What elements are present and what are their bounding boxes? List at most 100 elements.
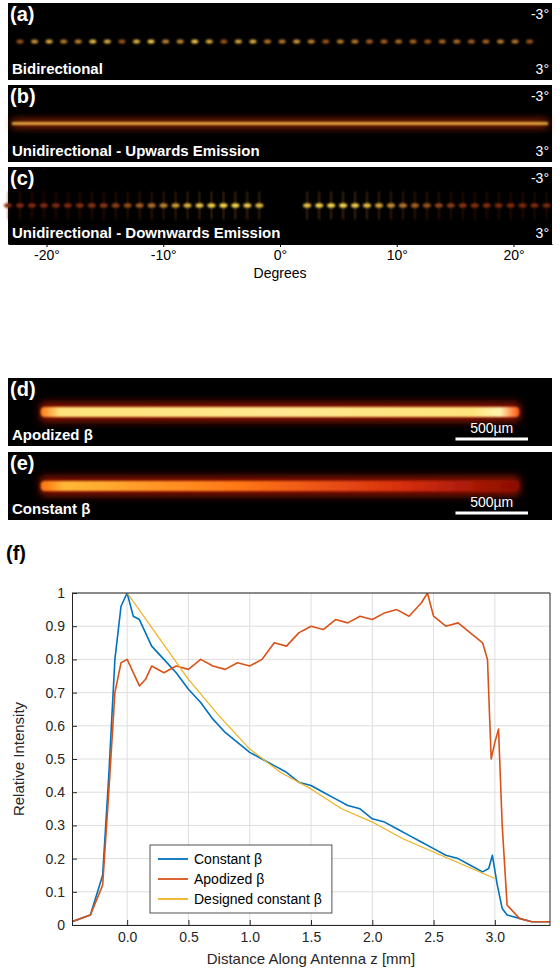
glow-spot [439, 40, 446, 44]
glow-spot [482, 40, 489, 44]
y-tick-label: 3° [536, 225, 549, 241]
frame-line [550, 593, 551, 925]
y-tick-mark [72, 693, 77, 694]
y-tick: 0.2 [46, 851, 77, 867]
glow-spot [519, 203, 527, 207]
y-tick: 0.9 [46, 618, 77, 634]
x-tick-label: 1.0 [240, 929, 260, 945]
x-tick: 20° [503, 244, 524, 263]
panel-label: (f) [6, 542, 26, 564]
legend-label: Constant β [194, 851, 262, 867]
glow-spot [399, 203, 407, 207]
glow-spot [31, 40, 38, 44]
y-tick-label: 0.9 [46, 618, 66, 634]
y-tick-mark [72, 925, 77, 926]
y-tick-label: 0.1 [46, 884, 66, 900]
y-tick: 0.6 [46, 718, 77, 734]
y-tick-label: 0.8 [46, 651, 66, 667]
legend-swatch [158, 898, 188, 900]
glow-spot [17, 40, 24, 44]
y-grid-line [72, 792, 550, 793]
legend-entry: Designed constant β [158, 891, 322, 907]
glow-spot [46, 40, 53, 44]
glow-spot [483, 203, 491, 207]
glow-spot [76, 203, 84, 207]
glow-spot [410, 40, 417, 44]
panel-label: (a) [10, 3, 34, 25]
x-tick-label: 0° [274, 247, 287, 263]
y-tick-mark [72, 593, 77, 594]
x-tick: -20° [34, 244, 60, 263]
glow-spot [4, 203, 12, 207]
panel-label: (e) [10, 452, 34, 474]
y-tick-label: 0.3 [46, 817, 66, 833]
x-tick: 0° [274, 244, 287, 263]
panel-subtitle: Unidirectional - Downwards Emission [12, 224, 280, 241]
glow-spot [435, 203, 443, 207]
y-tick-label: 0.7 [46, 685, 66, 701]
y-tick-label: 0.5 [46, 751, 66, 767]
glow-spot [531, 203, 539, 207]
glow-spot [40, 203, 48, 207]
glow-spot [207, 203, 215, 207]
glow-spot [293, 40, 300, 44]
x-tick: 1.0 [240, 920, 260, 945]
y-tick-mark [72, 726, 77, 727]
y-tick-label: -3° [531, 6, 549, 22]
y-tick-label: 3° [536, 143, 549, 159]
y-tick-label: 3° [536, 61, 549, 77]
glow-spot [249, 40, 256, 44]
x-tick: 2.5 [424, 920, 444, 945]
glow-spot [133, 40, 140, 44]
y-tick: 1 [57, 585, 77, 601]
x-tick-label: -20° [34, 247, 60, 263]
glow-spot [124, 203, 132, 207]
glow-spot [468, 40, 475, 44]
image-background [8, 378, 552, 446]
x-axis-title: Distance Along Antenna z [mm] [207, 950, 415, 967]
legend-swatch [158, 878, 188, 880]
y-tick-label: 0 [57, 917, 65, 933]
x-tick-label: 20° [503, 247, 524, 263]
scale-bar-label: 500µm [470, 494, 513, 510]
glow-spot [184, 203, 192, 207]
x-tick: -10° [151, 244, 177, 263]
glow-spot [177, 40, 184, 44]
image-background [8, 85, 552, 162]
glow-spot [160, 203, 168, 207]
x-tick-mark [250, 920, 251, 925]
glow-line [12, 121, 548, 127]
glow-spot [447, 203, 455, 207]
y-tick: 0.4 [46, 784, 77, 800]
glow-spot [206, 40, 213, 44]
x-tick-mark [495, 920, 496, 925]
glow-spot [543, 203, 551, 207]
glow-spot [162, 40, 169, 44]
glow-spot [507, 203, 515, 207]
glow-pattern [4, 192, 551, 220]
y-grid-line [72, 692, 550, 693]
frame-line [72, 593, 550, 594]
x-tick-mark [127, 920, 128, 925]
x-tick-mark [372, 920, 373, 925]
glow-spot [495, 203, 503, 207]
legend-box [150, 845, 332, 913]
y-grid-line [72, 759, 550, 760]
glow-spot [88, 203, 96, 207]
y-tick-mark [72, 759, 77, 760]
glow-spot [195, 203, 203, 207]
x-axis-title: Degrees [254, 265, 307, 281]
legend-swatch [158, 858, 188, 860]
x-tick: 1.5 [302, 920, 322, 945]
glow-line [12, 122, 548, 124]
y-tick-label: -3° [531, 88, 549, 104]
glow-spot [423, 203, 431, 207]
plot-background [72, 593, 550, 925]
y-tick-mark [72, 792, 77, 793]
glow-spot [191, 40, 198, 44]
glow-spot [136, 203, 144, 207]
figure: (a)Bidirectional-3°3°(b)Unidirectional -… [0, 0, 560, 972]
glow-spot [148, 40, 155, 44]
x-tick-mark [311, 920, 312, 925]
y-tick-mark [72, 626, 77, 627]
